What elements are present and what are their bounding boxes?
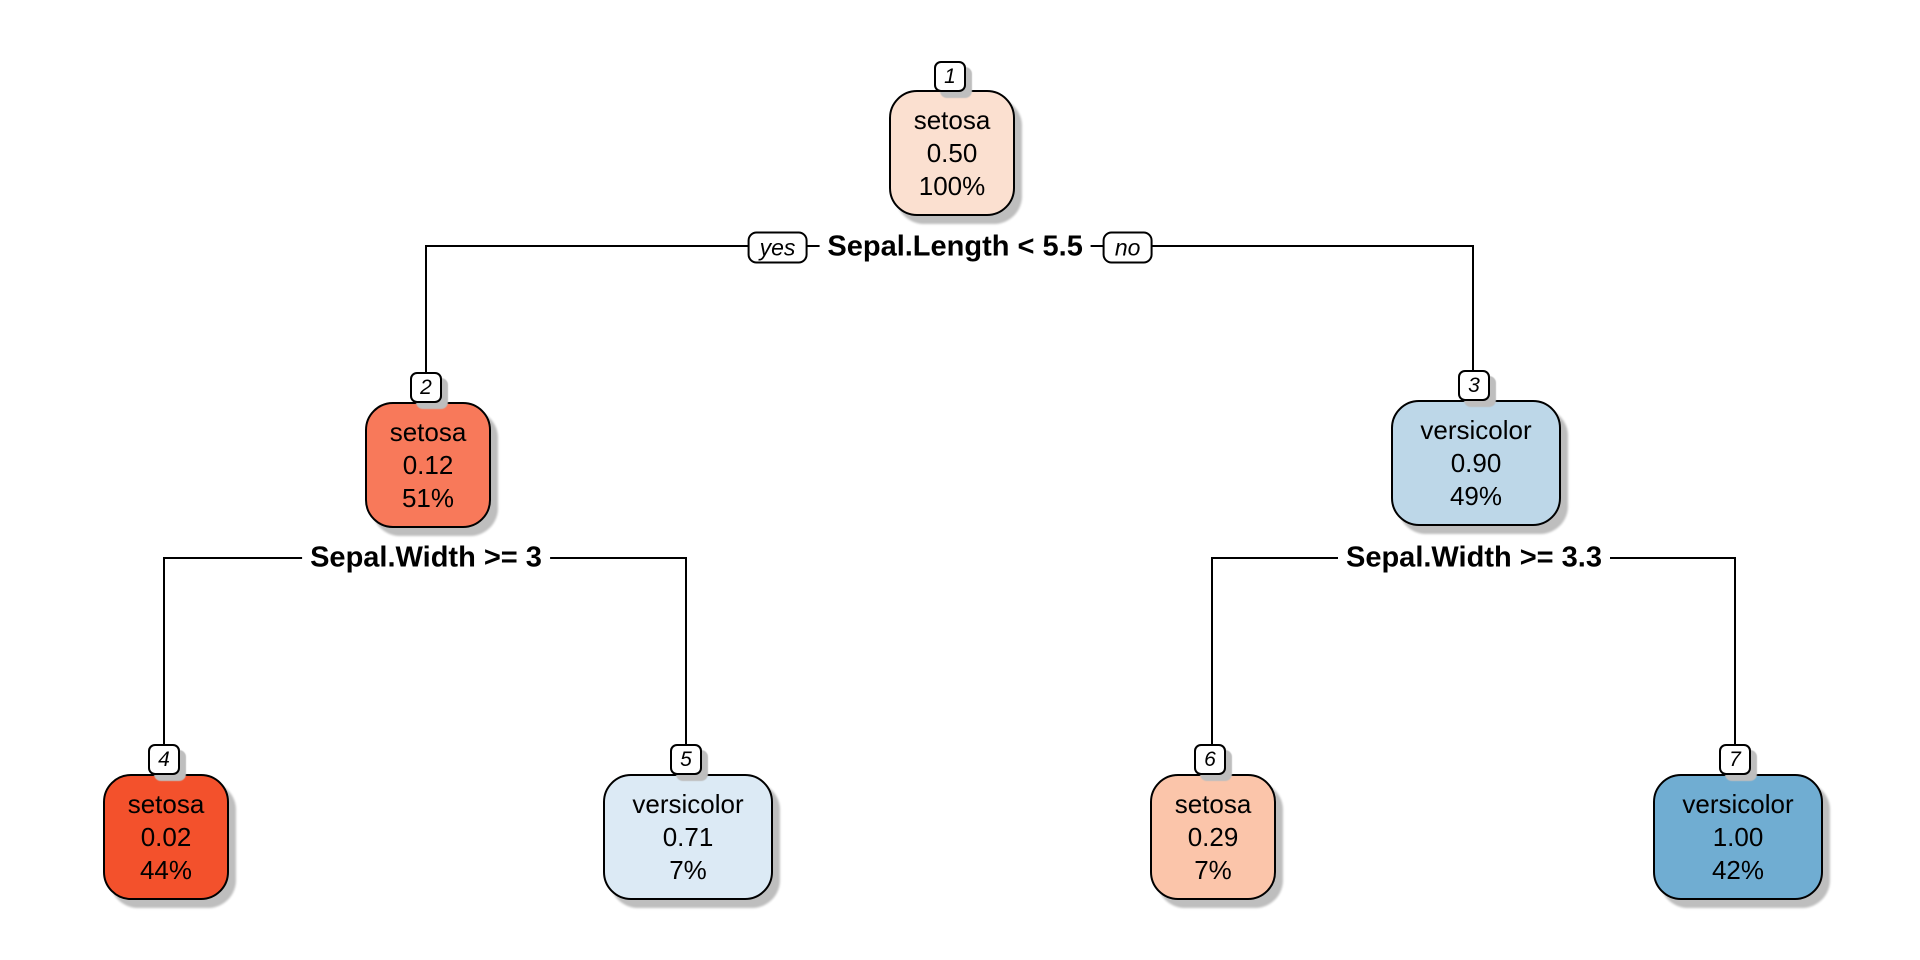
node-number-badge: 1 xyxy=(934,61,966,92)
node-coverage: 7% xyxy=(669,854,707,885)
tree-node-3: versicolor 0.90 49% xyxy=(1391,400,1561,526)
tree-node-6: setosa 0.29 7% xyxy=(1150,774,1276,900)
no-branch-label: no xyxy=(1102,231,1153,263)
node-class-label: setosa xyxy=(913,104,991,135)
branch-drop-node5 xyxy=(685,558,687,746)
node-number-badge: 6 xyxy=(1194,744,1226,775)
node-probability: 0.90 xyxy=(1450,447,1502,478)
node-number-badge: 3 xyxy=(1458,370,1490,401)
node-coverage: 100% xyxy=(918,170,986,201)
split-condition: Sepal.Width >= 3 xyxy=(302,539,550,577)
split-label-node3: Sepal.Width >= 3.3 xyxy=(1338,539,1610,577)
node-class-label: setosa xyxy=(1174,788,1252,819)
node-probability: 1.00 xyxy=(1712,821,1764,852)
branch-drop-node2 xyxy=(425,246,427,373)
branch-drop-node6 xyxy=(1211,558,1213,746)
node-probability: 0.29 xyxy=(1187,821,1239,852)
branch-drop-node3 xyxy=(1472,246,1474,373)
tree-node-2: setosa 0.12 51% xyxy=(365,402,491,528)
node-probability: 0.12 xyxy=(402,449,454,480)
node-number-badge: 5 xyxy=(670,744,702,775)
branch-gap xyxy=(807,246,819,248)
node-coverage: 49% xyxy=(1449,480,1503,511)
node-class-label: versicolor xyxy=(1682,788,1794,819)
node-probability: 0.71 xyxy=(662,821,714,852)
node-probability: 0.02 xyxy=(140,821,192,852)
node-coverage: 51% xyxy=(401,482,455,513)
node-coverage: 7% xyxy=(1194,854,1232,885)
node-class-label: versicolor xyxy=(1420,414,1532,445)
node-coverage: 44% xyxy=(139,854,193,885)
branch-drop-node7 xyxy=(1734,558,1736,746)
node-number-badge: 7 xyxy=(1719,744,1751,775)
tree-node-7: versicolor 1.00 42% xyxy=(1653,774,1823,900)
branch-gap xyxy=(1091,246,1103,248)
node-probability: 0.50 xyxy=(926,137,978,168)
node-class-label: setosa xyxy=(389,416,467,447)
yes-branch-label: yes xyxy=(747,231,808,263)
node-coverage: 42% xyxy=(1711,854,1765,885)
split-label-node2: Sepal.Width >= 3 xyxy=(302,539,550,577)
node-number-badge: 4 xyxy=(148,744,180,775)
tree-node-5: versicolor 0.71 7% xyxy=(603,774,773,900)
split-label-root: yes Sepal.Length < 5.5 no xyxy=(747,228,1153,266)
tree-node-1: setosa 0.50 100% xyxy=(889,90,1015,216)
node-class-label: setosa xyxy=(127,788,205,819)
node-class-label: versicolor xyxy=(632,788,744,819)
split-condition: Sepal.Length < 5.5 xyxy=(819,228,1091,266)
tree-node-4: setosa 0.02 44% xyxy=(103,774,229,900)
split-condition: Sepal.Width >= 3.3 xyxy=(1338,539,1610,577)
branch-drop-node4 xyxy=(163,558,165,746)
node-number-badge: 2 xyxy=(410,372,442,403)
